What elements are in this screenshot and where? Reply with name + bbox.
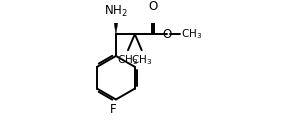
Text: CH$_3$: CH$_3$	[117, 53, 139, 67]
Text: O: O	[163, 28, 172, 41]
Text: CH$_3$: CH$_3$	[131, 53, 152, 67]
Text: F: F	[110, 103, 116, 116]
Polygon shape	[114, 23, 118, 34]
Text: NH$_2$: NH$_2$	[104, 4, 128, 19]
Text: CH$_3$: CH$_3$	[181, 27, 202, 41]
Text: O: O	[148, 0, 157, 13]
